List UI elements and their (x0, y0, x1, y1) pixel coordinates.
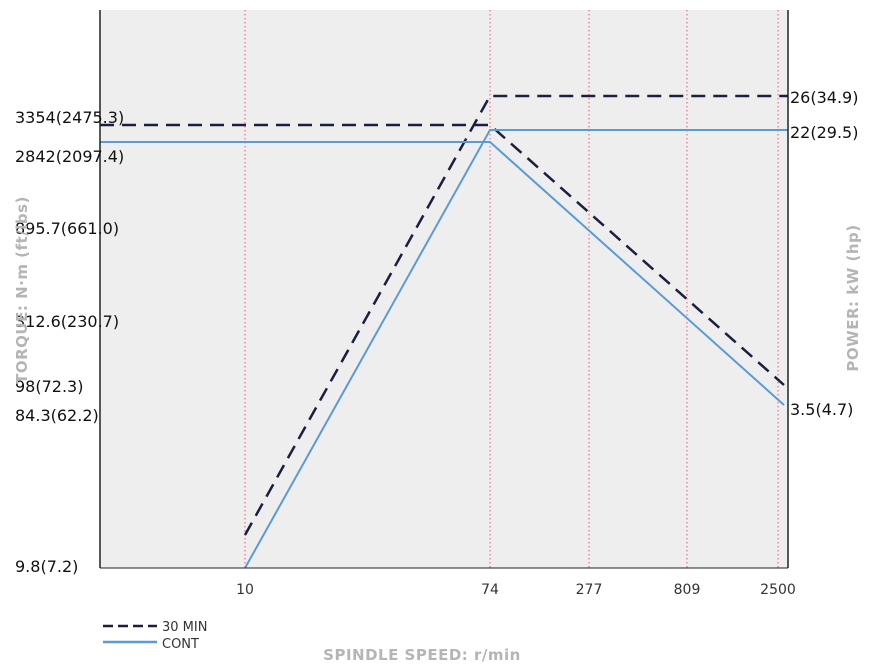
right-axis-title: POWER: kW (hp) (844, 224, 862, 371)
vertical-gridlines (244, 10, 779, 568)
series-cont-power-line (244, 129, 788, 569)
left-tick-label: 9.8(7.2) (15, 557, 78, 576)
legend-label-30-min: 30 MIN (162, 620, 207, 635)
right-tick-label: 26(34.9) (790, 88, 858, 107)
plot-area (100, 10, 788, 568)
left-tick-label: 895.7(661.0) (15, 219, 119, 238)
x-tick-label: 2500 (760, 582, 796, 598)
x-tick-label: 277 (576, 582, 603, 598)
x-tick-label: 74 (481, 582, 499, 598)
x-tick-label: 809 (674, 582, 701, 598)
series-30-min-power-line (243, 94, 788, 536)
legend-label-cont: CONT (162, 637, 199, 652)
legend: 30 MIN CONT (103, 620, 207, 652)
series-layer (100, 94, 788, 569)
left-tick-labels: 3354(2475.3) 2842(2097.4) 895.7(661.0) 312.… (15, 108, 124, 576)
left-tick-label: 84.3(62.2) (15, 406, 99, 425)
x-tick-labels: 10 74 277 809 2500 (236, 582, 796, 598)
series-30-min-torque-line (100, 123, 785, 386)
right-tick-labels: 26(34.9) 22(29.5) 3.5(4.7) (790, 88, 858, 419)
left-tick-label: 2842(2097.4) (15, 147, 124, 166)
right-tick-label: 22(29.5) (790, 123, 858, 142)
x-axis-title: SPINDLE SPEED: r/min (323, 646, 521, 664)
left-tick-label: 3354(2475.3) (15, 108, 124, 127)
left-tick-label: 98(72.3) (15, 377, 83, 396)
x-tick-label: 10 (236, 582, 254, 598)
series-cont-torque-line (100, 141, 785, 406)
left-axis-title: TORQUE: N·m (ft/lbs) (13, 196, 31, 384)
left-tick-label: 312.6(230.7) (15, 312, 119, 331)
right-tick-label: 3.5(4.7) (790, 400, 853, 419)
